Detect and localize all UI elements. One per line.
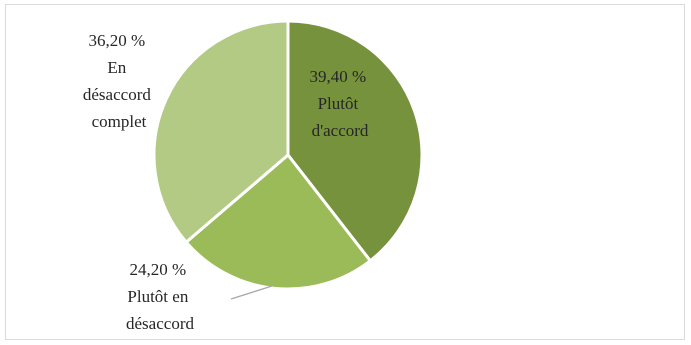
slice-category-line: Plutôt en (127, 287, 188, 306)
slice-category-line: d'accord (312, 121, 369, 140)
slice-pct: 36,20 % (89, 31, 146, 50)
slice-label-plutot-daccord: 39,40 % Plutôt d'accord (310, 67, 371, 140)
slice-category-line: En (107, 58, 126, 77)
slice-category-line: désaccord (83, 85, 151, 104)
leader-line (230, 285, 273, 300)
pie-slice-1 (184, 153, 372, 291)
slice-pct: 39,40 % (310, 67, 367, 86)
slice-pct: 24,20 % (130, 260, 187, 279)
pie-slice-0 (286, 19, 424, 263)
slice-label-en-desaccord-complet: 36,20 % En désaccord complet (83, 31, 155, 131)
pie-slices (152, 19, 424, 291)
slice-label-plutot-en-desaccord: 24,20 % Plutôt en désaccord (126, 260, 194, 333)
pie-slice-2 (152, 19, 290, 244)
slice-category-line: complet (92, 112, 147, 131)
slice-category-line: Plutôt (318, 94, 359, 113)
slice-category-line: désaccord (126, 314, 194, 333)
